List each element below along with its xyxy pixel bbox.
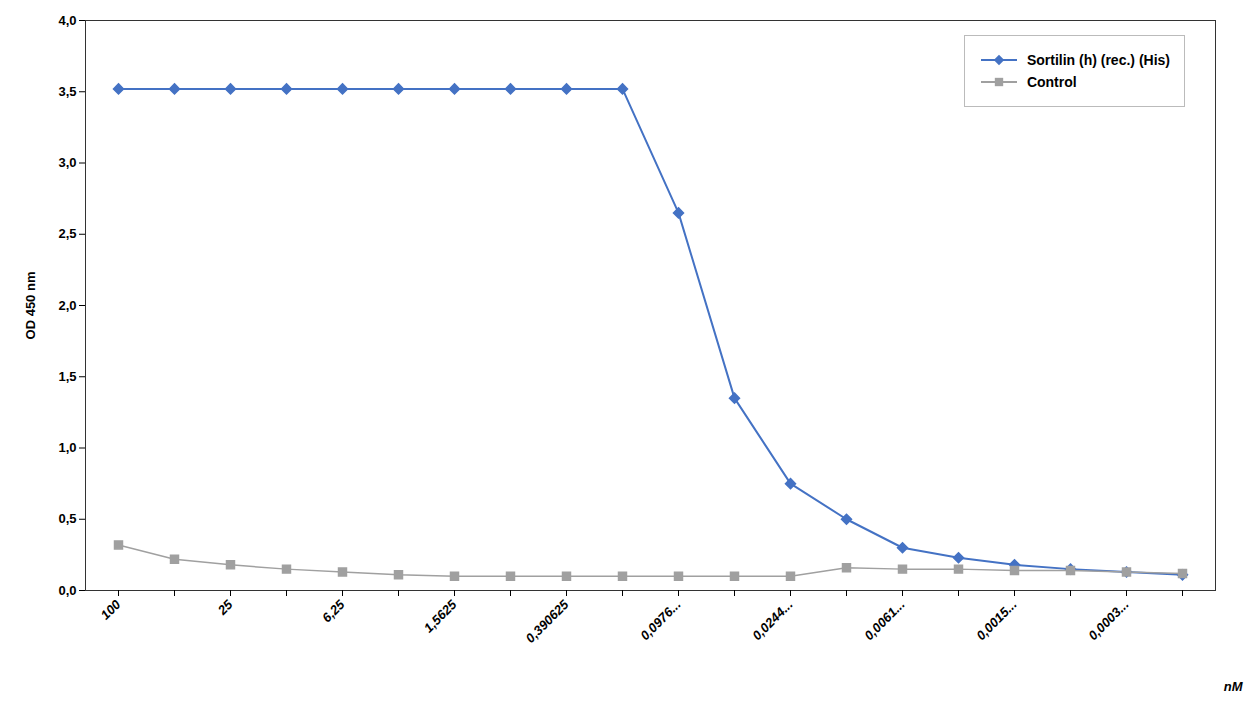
svg-text:25: 25: [214, 596, 236, 618]
svg-text:0,0003...: 0,0003...: [1085, 597, 1131, 643]
svg-text:6,25: 6,25: [319, 596, 348, 625]
html-text:Sortilin (h) (rec.) (His): Sortilin (h) (rec.) (His): [1026, 52, 1170, 68]
svg-text:0,0244...: 0,0244...: [749, 597, 795, 643]
svg-text:1,0: 1,0: [58, 440, 76, 455]
html-text:Control: Control: [1026, 74, 1077, 90]
svg-text:0,0976...: 0,0976...: [637, 597, 683, 643]
svg-text:4,0: 4,0: [58, 13, 76, 28]
svg-text:2,0: 2,0: [58, 298, 76, 313]
svg-text:100: 100: [98, 596, 124, 622]
svg-text:0,0061...: 0,0061...: [861, 597, 907, 643]
svg-text:1,5: 1,5: [58, 369, 76, 384]
svg-text:3,0: 3,0: [58, 155, 76, 170]
svg-text:3,5: 3,5: [58, 84, 76, 99]
svg-text:OD 450 nm: OD 450 nm: [23, 272, 38, 340]
svg-text:0,5: 0,5: [58, 511, 76, 526]
svg-text:0,390625: 0,390625: [523, 596, 572, 645]
svg-text:nM: nM: [1224, 679, 1244, 694]
svg-text:2,5: 2,5: [58, 226, 76, 241]
svg-text:0,0015...: 0,0015...: [973, 597, 1019, 643]
svg-text:0,0: 0,0: [58, 583, 76, 598]
svg-text:1,5625: 1,5625: [421, 596, 460, 635]
